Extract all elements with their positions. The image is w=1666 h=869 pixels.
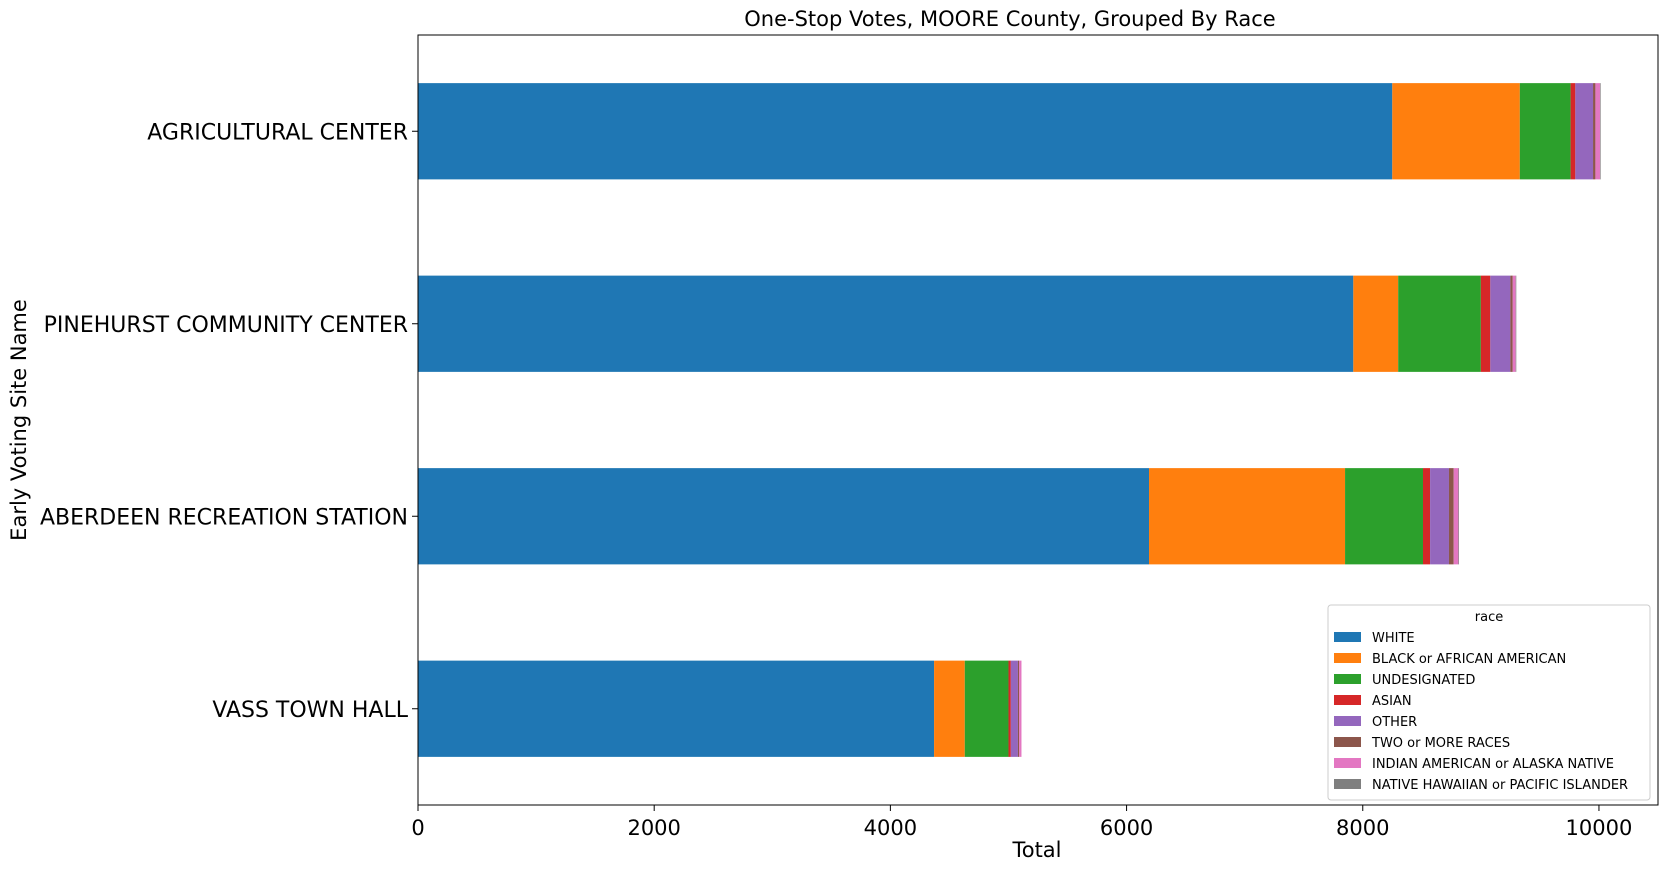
legend-swatch <box>1334 674 1361 684</box>
bar-segment <box>418 660 935 757</box>
bar-segment <box>934 660 965 757</box>
bar-segment <box>1010 660 1018 757</box>
y-tick-label: AGRICULTURAL CENTER <box>147 120 408 145</box>
bar-segment <box>418 83 1393 180</box>
legend-label: ASIAN <box>1372 694 1412 709</box>
bars-group <box>418 83 1601 757</box>
x-tick-label: 0 <box>411 816 424 840</box>
legend-label: BLACK or AFRICAN AMERICAN <box>1372 652 1566 667</box>
bar-segment <box>1512 275 1516 372</box>
legend-label: WHITE <box>1372 631 1415 646</box>
legend: race WHITE BLACK or AFRICAN AMERICAN UNDES… <box>1327 604 1651 801</box>
bar-segment <box>1017 660 1020 757</box>
bar-segment <box>418 468 1150 565</box>
bar-segment <box>1595 83 1601 180</box>
legend-label: NATIVE HAWAIIAN or PACIFIC ISLANDER <box>1372 778 1628 793</box>
legend-swatch <box>1334 737 1361 747</box>
bar-segment <box>1398 275 1481 372</box>
legend-swatch <box>1334 653 1361 663</box>
x-tick-label: 2000 <box>627 816 680 840</box>
x-tick-label: 10000 <box>1566 816 1633 840</box>
bar-segment <box>1510 275 1513 372</box>
bar-segment <box>1422 468 1431 565</box>
bar-segment <box>1430 468 1449 565</box>
bar-segment <box>1448 468 1454 565</box>
y-axis-label: Early Voting Site Name <box>7 299 31 541</box>
x-axis: 0 2000 4000 6000 8000 10000 <box>411 805 1632 840</box>
bar-segment <box>1515 275 1517 372</box>
bar-segment <box>1019 660 1022 757</box>
legend-label: OTHER <box>1372 715 1417 730</box>
bar-segment <box>1008 660 1011 757</box>
chart-title: One-Stop Votes, MOORE County, Grouped By… <box>744 7 1275 31</box>
legend-title: race <box>1475 610 1503 625</box>
x-tick-label: 4000 <box>864 816 917 840</box>
bar-segment <box>1453 468 1459 565</box>
y-tick-label: ABERDEEN RECREATION STATION <box>40 505 408 530</box>
bar-segment <box>1570 83 1576 180</box>
bar-segment <box>1458 468 1460 565</box>
legend-swatch <box>1334 758 1361 768</box>
y-tick-label: PINEHURST COMMUNITY CENTER <box>44 313 408 338</box>
bar-segment <box>1575 83 1594 180</box>
bar-segment <box>1353 275 1399 372</box>
bar-segment <box>1480 275 1491 372</box>
legend-swatch <box>1334 716 1361 726</box>
bar-segment <box>1490 275 1511 372</box>
legend-label: UNDESIGNATED <box>1372 673 1475 688</box>
bar-segment <box>1345 468 1423 565</box>
legend-swatch <box>1334 779 1361 789</box>
bar-segment <box>1392 83 1520 180</box>
legend-swatch <box>1334 632 1361 642</box>
x-axis-label: Total <box>1011 838 1061 862</box>
bar-segment <box>1519 83 1571 180</box>
y-tick-label: VASS TOWN HALL <box>212 698 408 723</box>
bar-segment <box>418 275 1354 372</box>
legend-label: INDIAN AMERICAN or ALASKA NATIVE <box>1372 757 1614 772</box>
bar-segment <box>964 660 1009 757</box>
legend-box <box>1327 604 1651 801</box>
x-tick-label: 6000 <box>1100 816 1153 840</box>
bar-segment <box>1600 83 1601 180</box>
bar-segment <box>1149 468 1346 565</box>
x-tick-label: 8000 <box>1336 816 1389 840</box>
plot-frame <box>417 34 1659 806</box>
y-axis: AGRICULTURAL CENTER PINEHURST COMMUNITY C… <box>40 120 418 723</box>
legend-label: TWO or MORE RACES <box>1371 736 1510 751</box>
legend-swatch <box>1334 695 1361 705</box>
bar-segment <box>1593 83 1596 180</box>
